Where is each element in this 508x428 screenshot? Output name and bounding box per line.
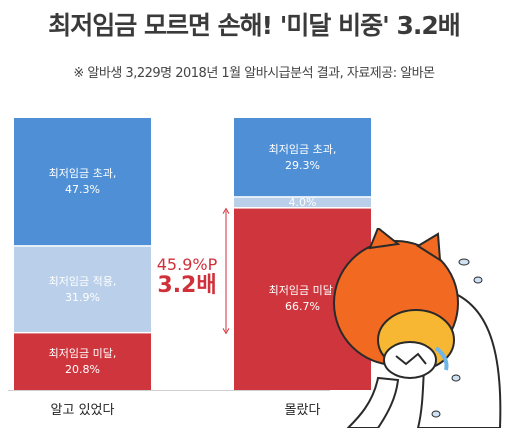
bar-1-over-value: 47.3% — [65, 183, 100, 197]
difference-annotation: 45.9%P 3.2배 — [147, 255, 227, 298]
category-label-didnt-know: 몰랐다 — [284, 403, 321, 418]
bar-2-over-segment — [234, 118, 371, 197]
difference-arrow-bottom — [222, 328, 230, 335]
bar-1-at-label: 최저임금 적용, 31.9% — [14, 274, 151, 306]
bar-1-over-segment — [14, 118, 151, 246]
difference-arrow-top — [222, 207, 230, 214]
chart-subtitle: ※ 알바생 3,229명 2018년 1월 알바시급분석 결과, 자료제공: 알… — [73, 66, 435, 81]
bar-2-mid-label: 4.0% — [234, 195, 371, 211]
bar-2-mid-segment — [234, 197, 371, 208]
bar-1-under-name: 최저임금 미달, — [48, 346, 117, 360]
bar-2-over-name: 최저임금 초과, — [268, 142, 337, 156]
bar-1-at-segment — [14, 246, 151, 332]
bar-2-mid-value: 4.0% — [288, 196, 317, 210]
bar-2-under-value: 66.7% — [285, 300, 320, 314]
bar-1-over-label: 최저임금 초과, 47.3% — [14, 166, 151, 198]
difference-points: 45.9%P — [156, 255, 218, 274]
bar-2-under-name: 최저임금 미달, — [268, 284, 337, 298]
difference-ratio: 3.2배 — [157, 272, 217, 298]
chart-title: 최저임금 모르면 손해! '미달 비중' 3.2배 — [48, 11, 461, 40]
category-label-knew: 알고 있었다 — [50, 403, 115, 418]
bar-1-over-name: 최저임금 초과, — [48, 167, 117, 181]
crying-cat-mascot-icon — [333, 228, 502, 428]
bar-1-under-label: 최저임금 미달, 20.8% — [14, 346, 151, 378]
bar-1-at-name: 최저임금 적용, — [48, 275, 117, 289]
bar-2-under-label: 최저임금 미달, 66.7% — [234, 283, 371, 315]
bar-2-over-value: 29.3% — [285, 158, 320, 172]
bar-1-under-value: 20.8% — [65, 362, 100, 376]
bar-1-at-value: 31.9% — [65, 291, 100, 305]
bar-1-under-segment — [14, 333, 151, 390]
bar-2-over-label: 최저임금 초과, 29.3% — [234, 142, 371, 174]
